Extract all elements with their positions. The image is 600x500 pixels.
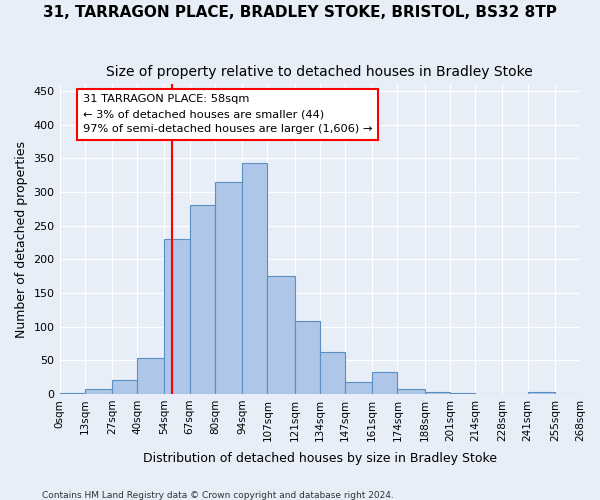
Bar xyxy=(215,182,242,394)
Bar xyxy=(59,392,85,394)
Bar xyxy=(397,388,425,394)
Bar xyxy=(268,276,295,394)
Y-axis label: Number of detached properties: Number of detached properties xyxy=(15,140,28,338)
Text: Contains HM Land Registry data © Crown copyright and database right 2024.: Contains HM Land Registry data © Crown c… xyxy=(42,490,394,500)
Bar xyxy=(242,163,268,394)
Bar xyxy=(164,239,190,394)
Text: 31, TARRAGON PLACE, BRADLEY STOKE, BRISTOL, BS32 8TP: 31, TARRAGON PLACE, BRADLEY STOKE, BRIST… xyxy=(43,5,557,20)
Bar xyxy=(527,392,555,394)
X-axis label: Distribution of detached houses by size in Bradley Stoke: Distribution of detached houses by size … xyxy=(143,452,497,465)
Text: 31 TARRAGON PLACE: 58sqm
← 3% of detached houses are smaller (44)
97% of semi-de: 31 TARRAGON PLACE: 58sqm ← 3% of detache… xyxy=(83,94,372,134)
Bar xyxy=(295,321,320,394)
Bar xyxy=(345,382,372,394)
Bar xyxy=(190,206,215,394)
Bar xyxy=(425,392,450,394)
Bar xyxy=(85,389,112,394)
Title: Size of property relative to detached houses in Bradley Stoke: Size of property relative to detached ho… xyxy=(106,65,533,79)
Bar xyxy=(372,372,397,394)
Bar xyxy=(450,393,475,394)
Bar xyxy=(320,352,345,394)
Bar xyxy=(112,380,137,394)
Bar xyxy=(137,358,164,394)
